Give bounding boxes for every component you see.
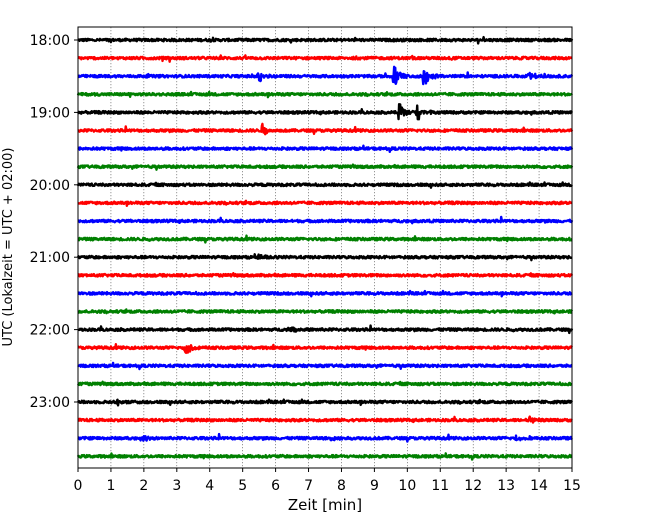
y-axis-ticks: 18:00 19:00 20:00 21:00 22:00 23:00: [30, 33, 78, 411]
trace-22:15: [77, 343, 573, 355]
x-tick-label-15: 15: [563, 478, 581, 494]
trace-19:45: [76, 163, 574, 171]
trace-21:00: [77, 253, 573, 262]
x-tick-label-4: 4: [205, 478, 214, 494]
y-axis-title: UTC (Lokalzeit = UTC + 02:00): [1, 148, 16, 347]
x-tick-label-9: 9: [370, 478, 379, 494]
trace-21:15: [77, 271, 574, 278]
trace-21:30: [77, 289, 573, 298]
x-tick-label-6: 6: [271, 478, 280, 494]
y-tick-label-21:00: 21:00: [30, 250, 70, 266]
x-axis-title: Zeit [min]: [288, 496, 362, 514]
trace-19:15: [77, 122, 574, 136]
x-tick-label-2: 2: [139, 478, 148, 494]
trace-22:00: [77, 324, 574, 335]
trace-23:30: [77, 432, 573, 443]
x-tick-label-8: 8: [337, 478, 346, 494]
trace-18:15: [77, 54, 573, 63]
trace-18:30: [77, 65, 574, 86]
x-tick-label-1: 1: [106, 478, 115, 494]
trace-20:00: [76, 181, 573, 189]
x-tick-label-5: 5: [238, 478, 247, 494]
x-tick-label-0: 0: [74, 478, 83, 494]
trace-23:15: [77, 415, 573, 424]
trace-23:45: [76, 452, 573, 461]
y-tick-label-18:00: 18:00: [30, 33, 70, 49]
plot-frame: [77, 26, 573, 469]
x-tick-label-10: 10: [398, 478, 416, 494]
x-tick-label-14: 14: [530, 478, 548, 494]
trace-20:45: [77, 234, 573, 244]
y-tick-label-20:00: 20:00: [30, 178, 70, 194]
x-tick-label-12: 12: [464, 478, 482, 494]
trace-20:30: [77, 215, 574, 225]
y-tick-label-19:00: 19:00: [30, 105, 70, 121]
x-tick-label-11: 11: [431, 478, 449, 494]
x-tick-label-3: 3: [172, 478, 181, 494]
trace-21:45: [77, 308, 574, 315]
trace-22:30: [77, 361, 573, 371]
x-tick-label-7: 7: [304, 478, 313, 494]
y-tick-label-22:00: 22:00: [30, 323, 70, 339]
seismic-traces: [76, 35, 574, 461]
trace-19:30: [77, 144, 574, 154]
x-tick-label-13: 13: [497, 478, 515, 494]
x-axis-ticks: 0 1 2 3 4 5 6 7 8 9 10 11 12 13 14 15: [74, 468, 581, 494]
trace-22:45: [76, 380, 573, 387]
trace-23:00: [76, 398, 574, 407]
trace-18:00: [77, 35, 574, 45]
trace-20:15: [77, 199, 573, 207]
y-tick-label-23:00: 23:00: [30, 395, 70, 411]
trace-18:45: [76, 90, 573, 99]
plot-background: [78, 27, 572, 468]
trace-19:00: [76, 103, 574, 121]
